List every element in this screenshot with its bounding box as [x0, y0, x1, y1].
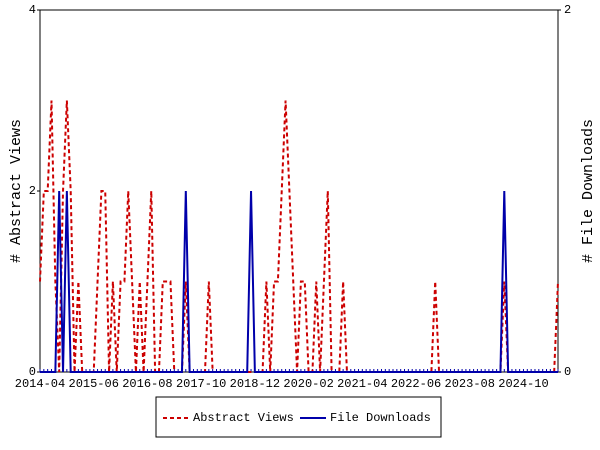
y-tick-label: 2: [29, 184, 36, 198]
plot-frame: [39, 9, 559, 373]
x-tick-label: 2023-08: [445, 377, 495, 391]
x-tick-label: 2021-04: [337, 377, 387, 391]
y-axis-title: # Abstract Views: [8, 119, 25, 263]
x-tick-label: 2016-08: [122, 377, 172, 391]
x-tick-label: 2017-10: [176, 377, 226, 391]
x-tick-label: 2015-06: [69, 377, 119, 391]
series-line: [39, 100, 559, 373]
x-tick-label: 2020-02: [283, 377, 333, 391]
legend-box: [155, 396, 442, 438]
y2-tick-label: 2: [564, 3, 571, 17]
y-tick-label: 4: [29, 3, 36, 17]
legend-label: File Downloads: [330, 411, 431, 425]
x-tick-label: 2022-06: [391, 377, 441, 391]
y2-tick-label: 0: [564, 365, 571, 379]
legend-label: Abstract Views: [193, 411, 294, 425]
y2-axis-title: # File Downloads: [580, 119, 597, 263]
x-tick-label: 2014-04: [15, 377, 65, 391]
y-tick-label: 0: [29, 365, 36, 379]
x-tick-label: 2018-12: [230, 377, 280, 391]
series-line: [40, 190, 558, 373]
x-tick-label: 2024-10: [498, 377, 548, 391]
